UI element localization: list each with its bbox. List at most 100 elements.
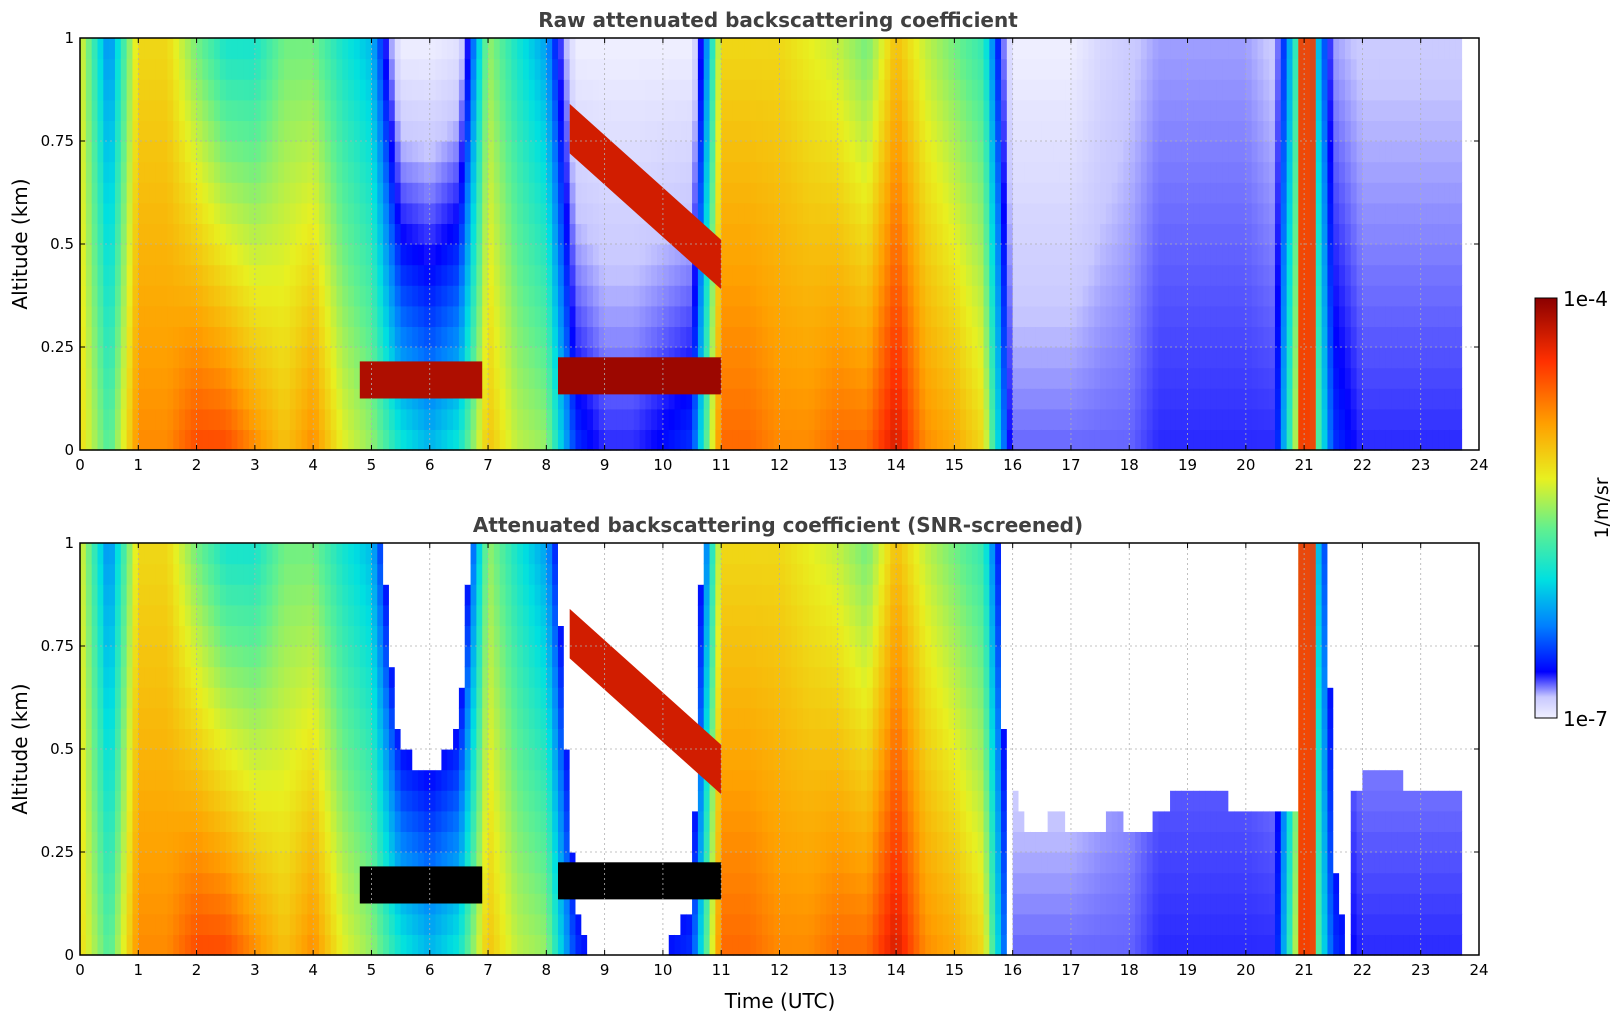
heatmap-cell [383,285,390,307]
heatmap-cell [1414,408,1422,430]
heatmap-cell [977,79,985,101]
heatmap-cell [167,305,174,327]
heatmap-cell [552,58,559,80]
heatmap-cell [1403,99,1410,121]
heatmap-cell [738,79,746,101]
heatmap-cell [149,347,157,369]
heatmap-cell [91,584,99,606]
heatmap-cell [814,223,821,245]
heatmap-cell [1065,58,1072,80]
heatmap-cell [1076,38,1084,60]
heatmap-cell [132,429,139,451]
heatmap-cell [114,58,122,80]
heatmap-cell [97,202,104,224]
heatmap-cell [109,429,116,451]
heatmap-cell [441,182,448,204]
heatmap-cell [155,264,163,286]
heatmap-cell [289,202,297,224]
heatmap-cell [966,388,973,410]
y-axis-label: Altitude (km) [8,178,32,309]
heatmap-cell [942,326,950,348]
heatmap-cell [802,223,810,245]
heatmap-cell [1164,408,1171,430]
heatmap-cell [319,38,326,60]
heatmap-cell [1199,347,1206,369]
heatmap-cell [1158,285,1165,307]
heatmap-cell [1292,141,1299,163]
heatmap-cell [1129,141,1136,163]
heatmap-cell [1391,388,1398,410]
heatmap-cell [890,202,897,224]
heatmap-cell [190,264,198,286]
heatmap-cell [1292,367,1299,389]
heatmap-cell [645,408,652,430]
heatmap-cell [91,285,99,307]
heatmap-cell [884,120,891,142]
heatmap-cell [1403,264,1410,286]
heatmap-cell [272,347,279,369]
heatmap-cell [732,285,740,307]
heatmap-cell [563,264,571,286]
heatmap-cell [1455,264,1463,286]
heatmap-cell [995,58,1002,80]
heatmap-cell [1082,264,1090,286]
heatmap-cell [196,429,204,451]
heatmap-cell [639,326,647,348]
heatmap-cell [400,264,408,286]
heatmap-cell [511,58,518,80]
heatmap-cell [796,79,804,101]
heatmap-cell [1059,347,1066,369]
heatmap-cell [319,285,326,307]
heatmap-cell [214,388,221,410]
heatmap-cell [80,790,87,812]
heatmap-cell [482,202,489,224]
heatmap-cell [80,852,87,874]
heatmap-cell [727,347,734,369]
heatmap-cell [627,388,635,410]
heatmap-cell [511,223,518,245]
heatmap-cell [581,408,588,430]
heatmap-cell [738,223,746,245]
heatmap-cell [1379,120,1387,142]
heatmap-cell [488,285,495,307]
heatmap-cell [447,79,454,101]
heatmap-cell [773,264,781,286]
heatmap-cell [1105,99,1113,121]
heatmap-cell [1187,388,1194,410]
heatmap-cell [913,388,920,410]
heatmap-cell [499,58,507,80]
heatmap-cell [336,141,343,163]
heatmap-cell [324,305,332,327]
heatmap-cell [919,120,926,142]
heatmap-cell [144,120,151,142]
heatmap-cell [861,38,868,60]
heatmap-cell [359,120,367,142]
heatmap-cell [837,285,845,307]
heatmap-cell [971,264,979,286]
heatmap-cell [109,223,116,245]
heatmap-cell [488,161,495,183]
heatmap-cell [243,264,250,286]
heatmap-cell [114,141,122,163]
heatmap-cell [1187,305,1194,327]
heatmap-cell [820,202,827,224]
heatmap-cell [1059,429,1066,451]
heatmap-cell [1251,202,1259,224]
heatmap-cell [179,223,186,245]
heatmap-cell [1222,120,1229,142]
heatmap-cell [744,285,751,307]
heatmap-cell [896,182,903,204]
heatmap-cell [1053,141,1060,163]
heatmap-cell [412,326,419,348]
heatmap-cell [149,120,157,142]
heatmap-cell [120,161,128,183]
heatmap-cell [324,182,332,204]
heatmap-cell [144,38,151,60]
heatmap-cell [907,38,915,60]
heatmap-cell [534,120,542,142]
heatmap-cell [1187,161,1194,183]
heatmap-cell [249,388,256,410]
heatmap-cell [820,223,827,245]
heatmap-cell [779,285,786,307]
heatmap-cell [662,388,670,410]
